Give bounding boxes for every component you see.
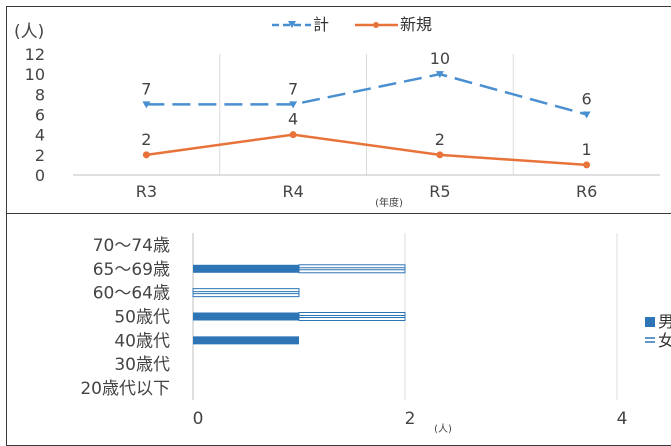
bar-chart-x-unit: (人) <box>434 423 452 434</box>
line-chart-legend: 計 新規 <box>272 15 432 34</box>
line-chart-y-tick-label: 8 <box>35 85 45 104</box>
bar-chart-category-labels: 70〜74歳 65〜69歳 60〜64歳 50歳代 40歳代 30歳代 20歳代以下 <box>80 236 170 399</box>
bar-chart-category-label: 40歳代 <box>114 331 170 351</box>
bar-chart-category-label: 70〜74歳 <box>93 236 170 256</box>
bar-chart: 70〜74歳 65〜69歳 60〜64歳 50歳代 40歳代 30歳代 20歳代以下 0 2 4… <box>80 233 671 434</box>
line-chart-y-tick-label: 0 <box>35 166 45 185</box>
series-point <box>142 101 151 109</box>
bar-chart-bars <box>192 264 406 345</box>
bar-chart-category-label: 65〜69歳 <box>93 260 170 280</box>
series-data-label: 2 <box>141 130 151 149</box>
legend-label-total: 計 <box>313 15 329 34</box>
series-data-label: 7 <box>141 79 151 98</box>
legend-marker-new <box>373 22 379 28</box>
line-chart-y-tick-label: 10 <box>25 65 45 84</box>
line-chart-x-tick-label: R3 <box>136 182 157 201</box>
bar-chart-category-label: 60〜64歳 <box>93 284 170 304</box>
series-point <box>583 161 591 169</box>
bar-chart-category-label: 50歳代 <box>114 308 170 328</box>
bar-segment-female <box>298 312 406 321</box>
line-chart-series: 7 7 10 6 2 4 2 1 <box>141 49 592 169</box>
legend-label-male: 男 <box>658 312 671 331</box>
series-data-label: 7 <box>288 79 298 98</box>
bar-segment-female <box>298 264 406 274</box>
line-series-total: 7 7 10 6 <box>141 49 592 119</box>
line-chart-x-tick-label: R6 <box>576 182 597 201</box>
bar-chart-category-label: 30歳代 <box>114 355 170 375</box>
line-chart-y-tick-label: 6 <box>35 106 45 125</box>
line-chart-x-ticks: R3 R4 R5 R6 <box>136 182 598 201</box>
bar-chart-x-ticks: 0 2 4 <box>193 409 628 429</box>
bar-chart-x-tick-label: 2 <box>405 409 416 429</box>
bar-chart-category-label: 20歳代以下 <box>80 379 170 399</box>
line-chart-x-unit: (年度) <box>375 196 403 209</box>
line-chart-y-tick-label: 2 <box>35 146 45 165</box>
panel-divider <box>6 213 671 214</box>
line-chart-gridlines <box>73 54 660 176</box>
line-chart-x-tick-label: R4 <box>282 182 303 201</box>
legend-swatch-male <box>645 317 655 327</box>
bar-segment-male <box>193 336 299 345</box>
line-chart-y-tick-label: 4 <box>35 126 45 145</box>
bar-chart-x-tick-label: 4 <box>617 409 628 429</box>
series-point <box>142 151 150 159</box>
line-chart-y-tick-label: 12 <box>25 45 45 64</box>
legend-swatch-female <box>645 337 655 343</box>
series-point <box>435 71 444 79</box>
legend-label-new: 新規 <box>400 15 432 34</box>
line-series-new: 2 4 2 1 <box>141 110 592 169</box>
bar-segment-male <box>193 264 299 273</box>
line-chart-x-tick-label: R5 <box>429 182 450 201</box>
bar-segment-male <box>193 312 299 321</box>
legend-marker-total <box>288 21 296 28</box>
series-point <box>289 101 298 109</box>
series-line <box>146 133 587 167</box>
series-data-label: 6 <box>582 90 592 109</box>
line-chart-y-unit: (人) <box>14 22 44 42</box>
bar-chart-x-tick-label: 0 <box>193 409 204 429</box>
series-line <box>146 72 587 116</box>
series-data-label: 1 <box>582 140 592 159</box>
series-point <box>436 151 444 159</box>
bar-segment-female <box>192 288 300 298</box>
series-data-label: 4 <box>288 110 298 129</box>
series-point <box>582 111 591 119</box>
series-point <box>289 131 297 139</box>
legend-label-female: 女 <box>658 331 671 350</box>
series-data-label: 2 <box>435 130 445 149</box>
series-data-label: 10 <box>430 49 450 68</box>
bar-chart-legend: 男 女 <box>645 312 671 350</box>
